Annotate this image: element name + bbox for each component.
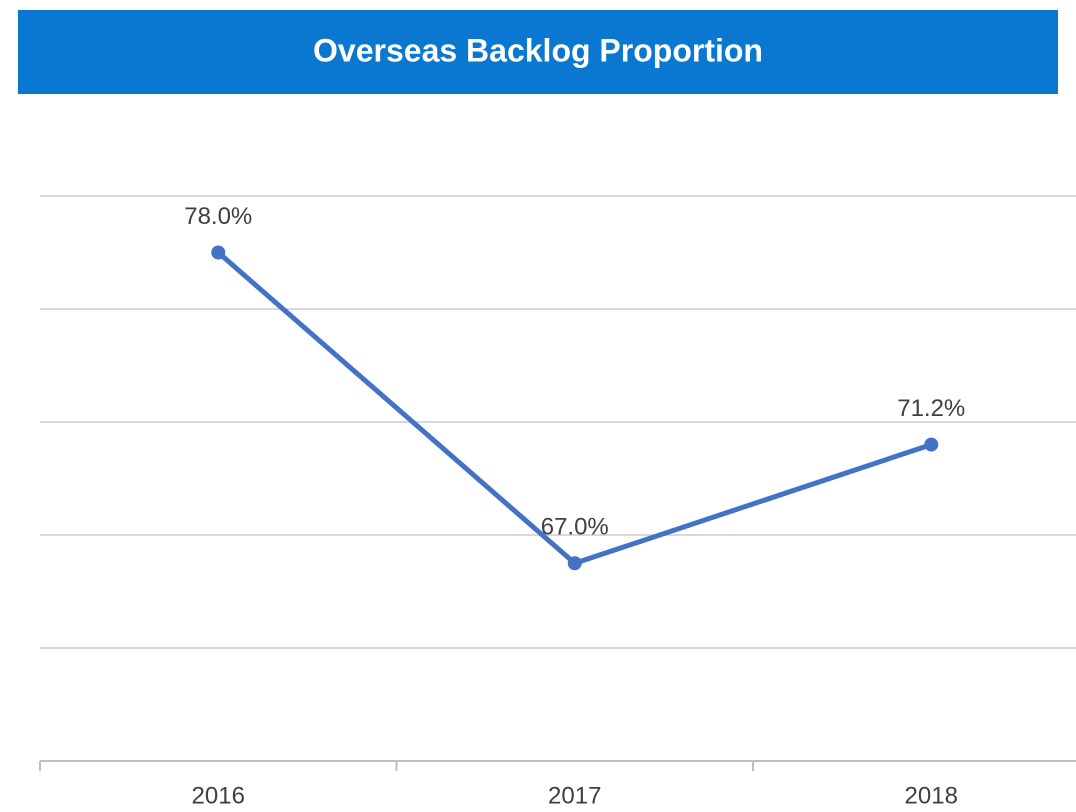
point (211, 245, 226, 260)
data-label: 67.0% (541, 514, 609, 541)
point (567, 556, 582, 571)
point (924, 437, 939, 452)
x-tick-label: 2018 (905, 782, 958, 809)
data-label: 71.2% (897, 395, 965, 422)
x-tick-label: 2017 (548, 782, 601, 809)
x-tick-label: 2016 (192, 782, 245, 809)
chart-title: Overseas Backlog Proportion (313, 32, 763, 68)
title-banner (18, 10, 1058, 94)
data-label: 78.0% (184, 203, 252, 230)
